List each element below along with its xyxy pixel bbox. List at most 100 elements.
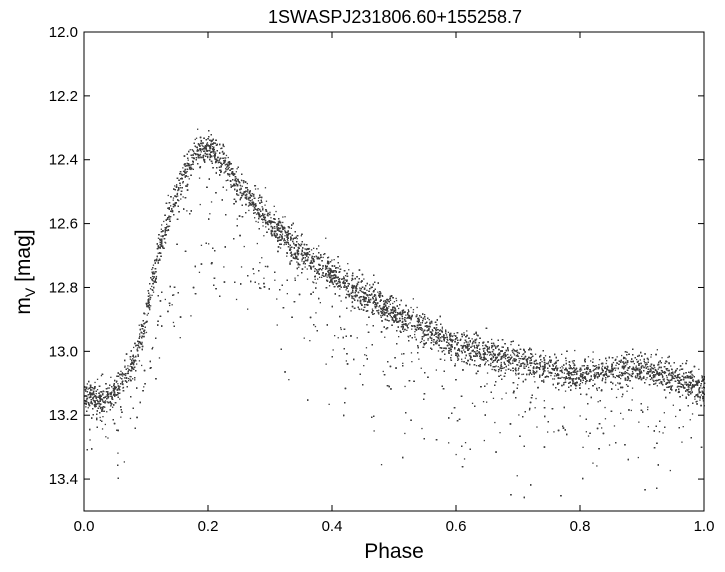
data-point (178, 200, 180, 202)
data-point (424, 314, 426, 316)
data-point (197, 128, 199, 130)
data-point (282, 227, 284, 229)
data-point (368, 297, 370, 299)
data-point (277, 224, 279, 226)
data-point (319, 302, 321, 304)
data-point (290, 227, 292, 229)
data-point (180, 198, 182, 200)
data-point (326, 268, 328, 270)
data-point (112, 406, 114, 408)
data-point (195, 137, 198, 139)
data-point (610, 373, 612, 375)
data-point (351, 297, 353, 299)
data-point (133, 346, 135, 349)
data-point (313, 247, 315, 249)
data-point (437, 335, 439, 337)
data-point (276, 235, 278, 237)
data-point (486, 383, 488, 385)
data-point (129, 417, 132, 420)
data-point (351, 279, 353, 282)
data-point (103, 390, 105, 393)
data-point (279, 247, 282, 249)
data-point (486, 372, 489, 374)
data-point (96, 396, 98, 398)
data-point (148, 298, 150, 300)
data-point (674, 372, 676, 374)
data-point (322, 256, 324, 259)
data-point (393, 301, 396, 303)
data-point (200, 139, 202, 142)
data-point (345, 289, 347, 291)
data-point (304, 248, 306, 250)
data-point (167, 229, 170, 231)
data-point (309, 265, 312, 267)
data-point (692, 374, 694, 377)
data-point (578, 384, 580, 386)
data-point (286, 255, 288, 257)
data-point (195, 146, 197, 148)
data-point (592, 462, 594, 464)
data-point (535, 397, 537, 400)
data-point (677, 385, 679, 387)
data-point (307, 258, 309, 260)
data-point (609, 369, 611, 372)
data-point (427, 325, 429, 327)
data-point (239, 184, 241, 186)
data-point (671, 385, 674, 387)
data-point (382, 310, 384, 312)
data-point (133, 361, 135, 363)
data-point (691, 413, 694, 415)
data-point (702, 400, 704, 402)
data-point (328, 285, 331, 287)
data-point (436, 327, 438, 329)
data-point (283, 240, 285, 242)
data-point (359, 289, 361, 291)
data-point (437, 350, 440, 352)
data-point (594, 374, 596, 377)
data-point (309, 340, 311, 342)
data-point (568, 376, 570, 379)
data-point (518, 361, 520, 364)
data-point (106, 401, 108, 403)
data-point (498, 355, 500, 357)
data-point (339, 288, 341, 290)
data-point (131, 367, 134, 369)
data-point (312, 281, 314, 283)
data-point (279, 227, 282, 229)
data-point (166, 223, 168, 225)
data-point (182, 170, 185, 173)
data-point (518, 360, 521, 362)
data-point (411, 328, 413, 330)
data-point (398, 307, 400, 310)
data-point (206, 142, 209, 144)
data-point (517, 355, 519, 357)
data-point (276, 233, 278, 235)
data-point (105, 395, 107, 398)
data-point (120, 416, 122, 418)
data-point (99, 419, 102, 421)
data-point (471, 343, 473, 345)
data-point (412, 309, 415, 311)
data-point (333, 280, 336, 282)
data-point (541, 361, 543, 363)
data-point (102, 416, 104, 418)
data-point (687, 393, 689, 395)
data-point (679, 369, 681, 371)
data-point (474, 338, 476, 341)
data-point (406, 324, 409, 326)
data-point (661, 370, 663, 372)
data-point (522, 353, 524, 356)
data-point (286, 241, 288, 244)
data-point (584, 372, 586, 374)
data-point (516, 354, 519, 356)
data-point (692, 380, 695, 382)
data-point (152, 291, 155, 293)
data-point (530, 364, 532, 367)
data-point (687, 385, 690, 387)
data-point (339, 265, 341, 267)
data-point (373, 430, 375, 432)
data-point (347, 263, 349, 265)
data-point (314, 278, 316, 280)
data-point (172, 199, 174, 201)
data-point (426, 326, 428, 328)
